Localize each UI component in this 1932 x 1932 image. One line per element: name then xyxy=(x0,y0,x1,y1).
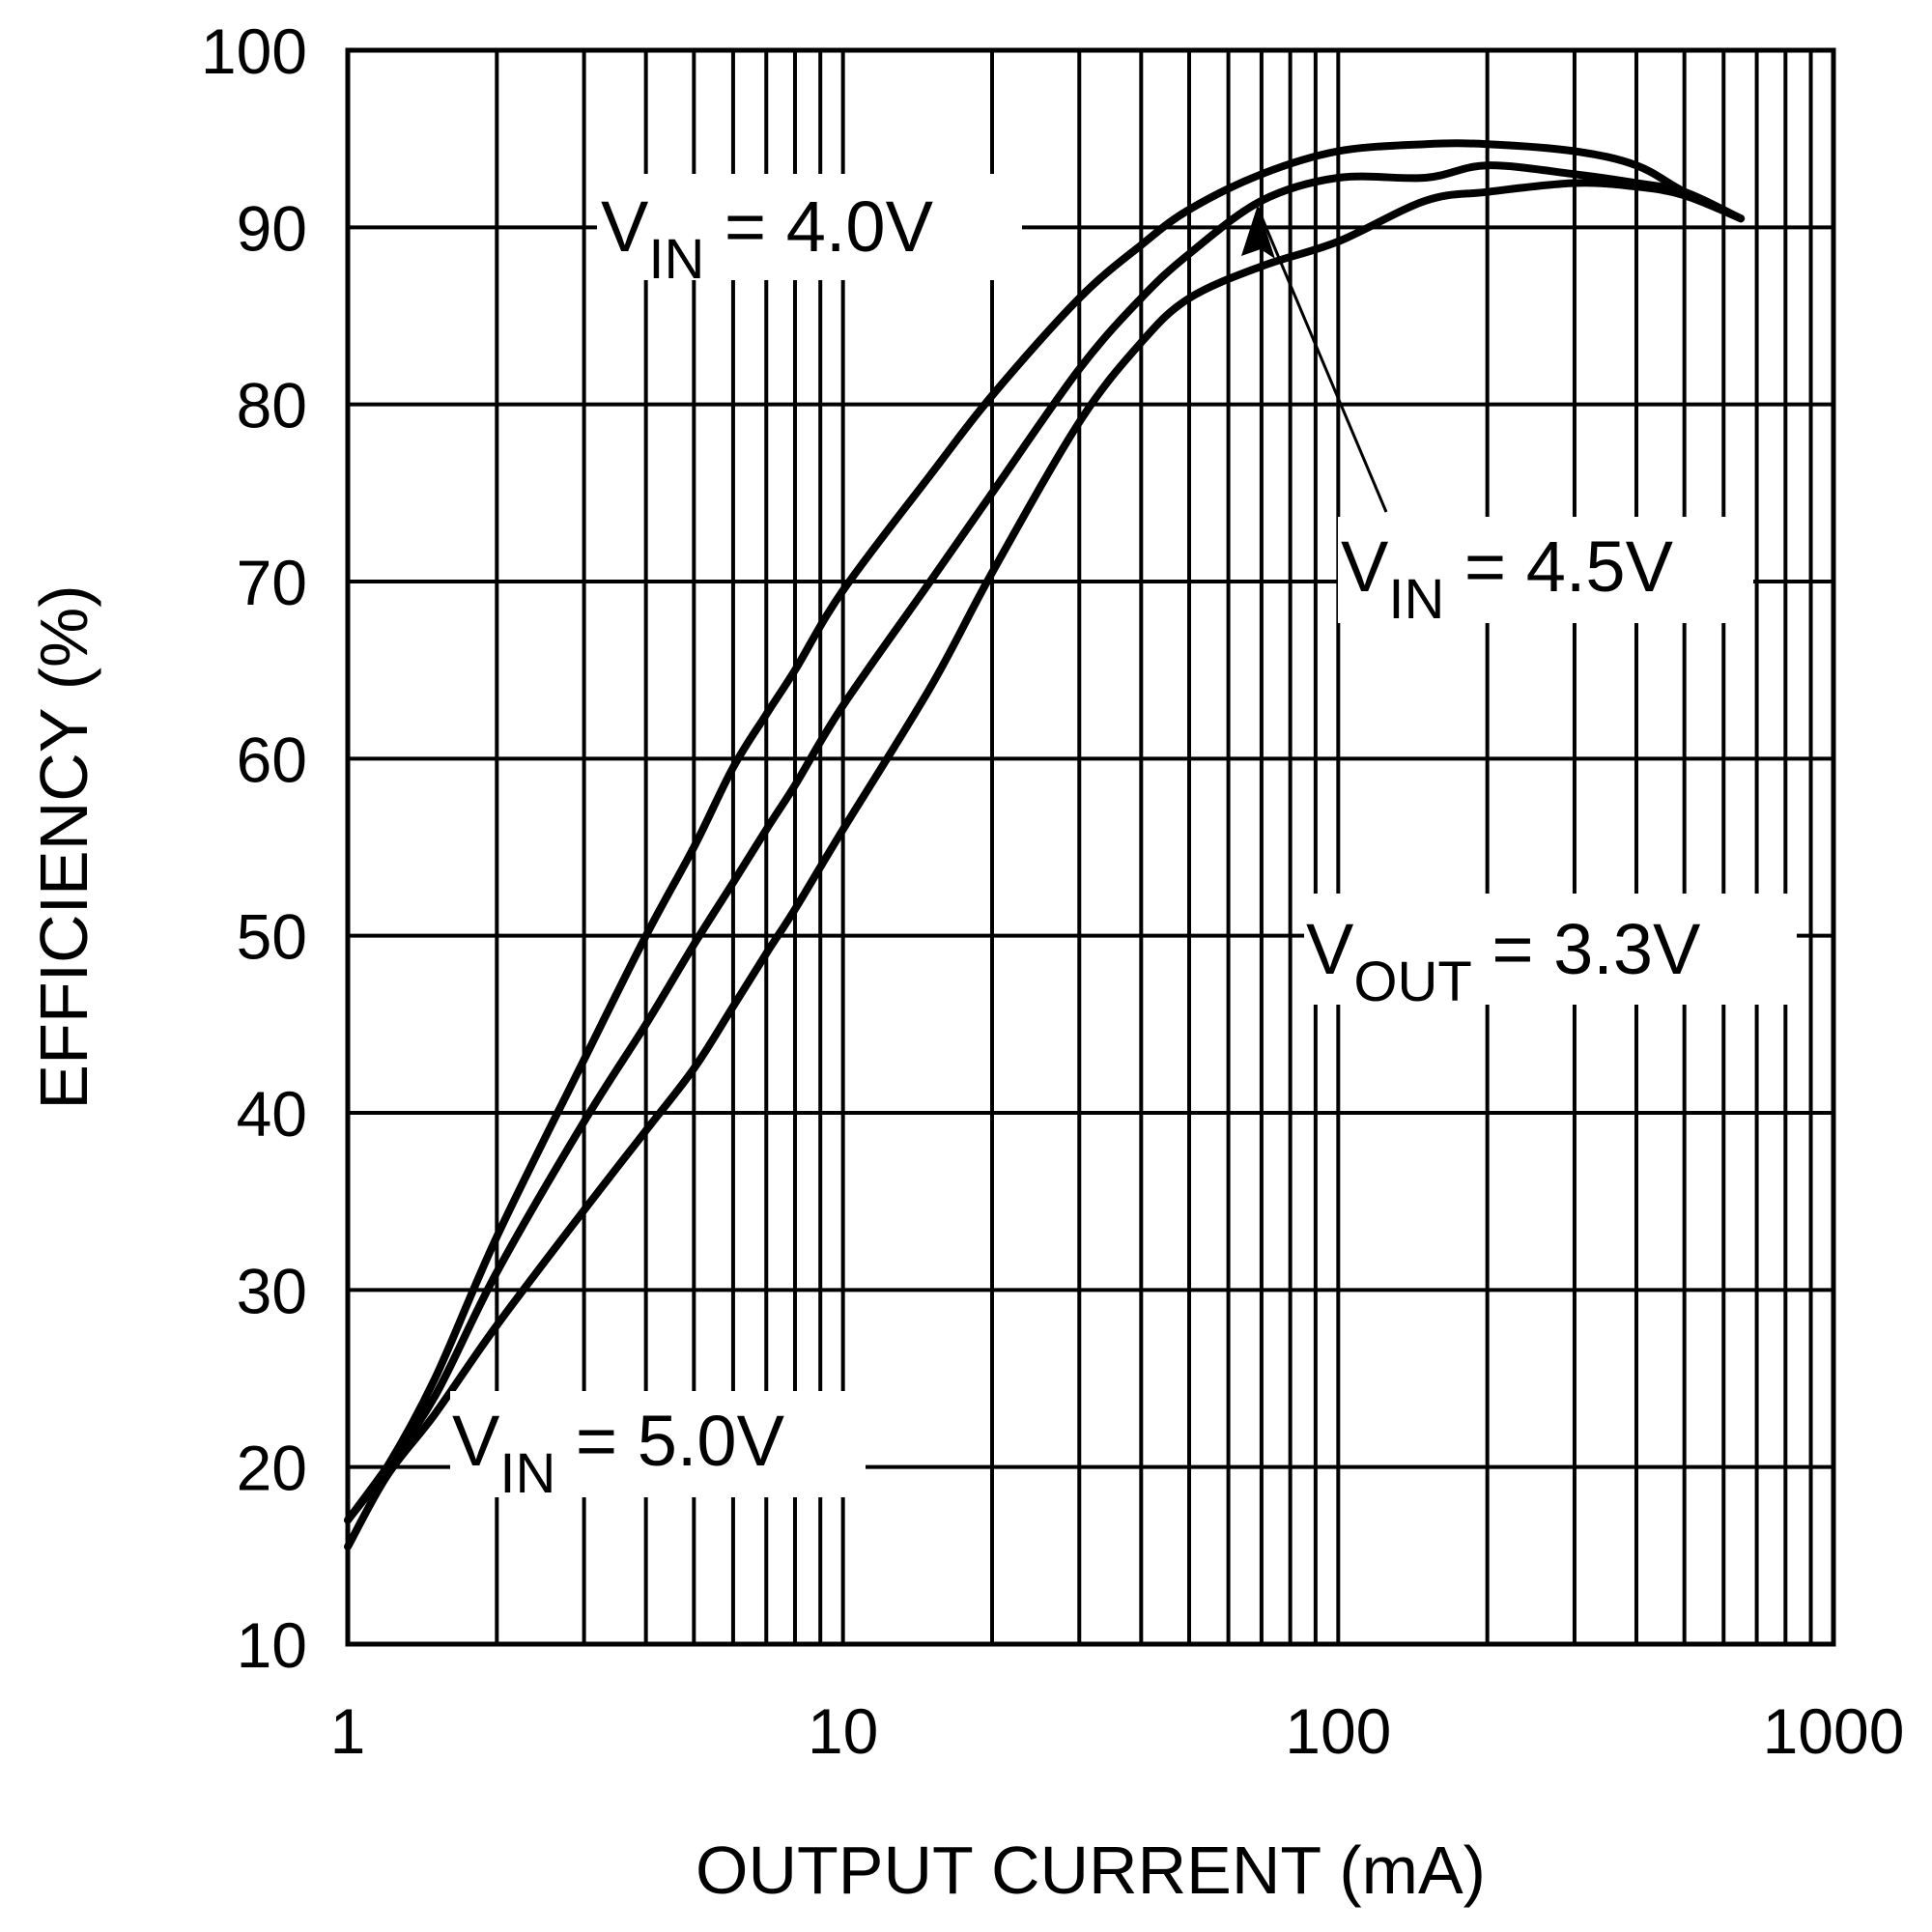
series-line-3 xyxy=(344,179,1746,1551)
x-tick-label: 100 xyxy=(1285,1695,1391,1767)
svg-text:VOUT = 3.3V: VOUT = 3.3V xyxy=(1306,909,1701,1013)
annotation-vin-5-0v: VIN = 5.0V xyxy=(450,1391,866,1505)
series-group xyxy=(344,139,1746,1551)
series-line-2 xyxy=(344,161,1746,1524)
y-tick-label: 20 xyxy=(237,1433,307,1504)
annotation-sub: OUT xyxy=(1353,951,1471,1013)
annotation-leader-4-5v xyxy=(1256,207,1388,513)
x-tick-label: 1 xyxy=(330,1695,366,1767)
x-tick-label: 1000 xyxy=(1763,1695,1905,1767)
annotation-vin-4-5v: VIN = 4.5V xyxy=(1338,517,1753,631)
y-tick-label: 100 xyxy=(201,15,307,87)
svg-text:VIN = 4.0V: VIN = 4.0V xyxy=(601,186,934,291)
x-tick-label: 10 xyxy=(808,1695,878,1767)
annotation-vin-4-0v: VIN = 4.0V xyxy=(597,174,1022,291)
y-tick-label: 70 xyxy=(237,547,307,618)
annotation-sub: IN xyxy=(1388,568,1444,631)
annotation-rest: = 4.5V xyxy=(1444,526,1673,607)
svg-text:VIN = 4.5V: VIN = 4.5V xyxy=(1341,526,1674,631)
y-tick-label: 50 xyxy=(237,901,307,973)
plot-frame xyxy=(345,47,1836,1647)
annotation-rest: = 4.0V xyxy=(704,186,933,267)
annotation-arrowhead xyxy=(1241,205,1275,259)
x-axis-label: OUTPUT CURRENT (mA) xyxy=(696,1833,1486,1908)
y-axis-label: EFFICIENCY (%) xyxy=(26,584,101,1109)
annotation-rest: = 5.0V xyxy=(555,1401,784,1481)
annotation-rest: = 3.3V xyxy=(1472,909,1701,989)
svg-text:VIN = 5.0V: VIN = 5.0V xyxy=(452,1401,785,1505)
grid xyxy=(348,50,1833,1644)
annotation-sub: IN xyxy=(648,228,704,291)
y-tick-label: 30 xyxy=(237,1255,307,1326)
y-tick-label: 10 xyxy=(237,1609,307,1681)
annotation-sub: IN xyxy=(499,1442,555,1505)
series-line-1 xyxy=(344,139,1746,1524)
y-tick-label: 60 xyxy=(237,724,307,795)
annotation-vout-3-3v: VOUT = 3.3V xyxy=(1304,894,1797,1013)
annotation-v: V xyxy=(1341,526,1389,607)
annotation-v: V xyxy=(601,186,649,267)
y-tick-label: 90 xyxy=(237,192,307,264)
y-tick-label: 80 xyxy=(237,370,307,441)
y-tick-label: 40 xyxy=(237,1078,307,1150)
annotation-v: V xyxy=(452,1401,500,1481)
annotation-v: V xyxy=(1306,909,1354,989)
